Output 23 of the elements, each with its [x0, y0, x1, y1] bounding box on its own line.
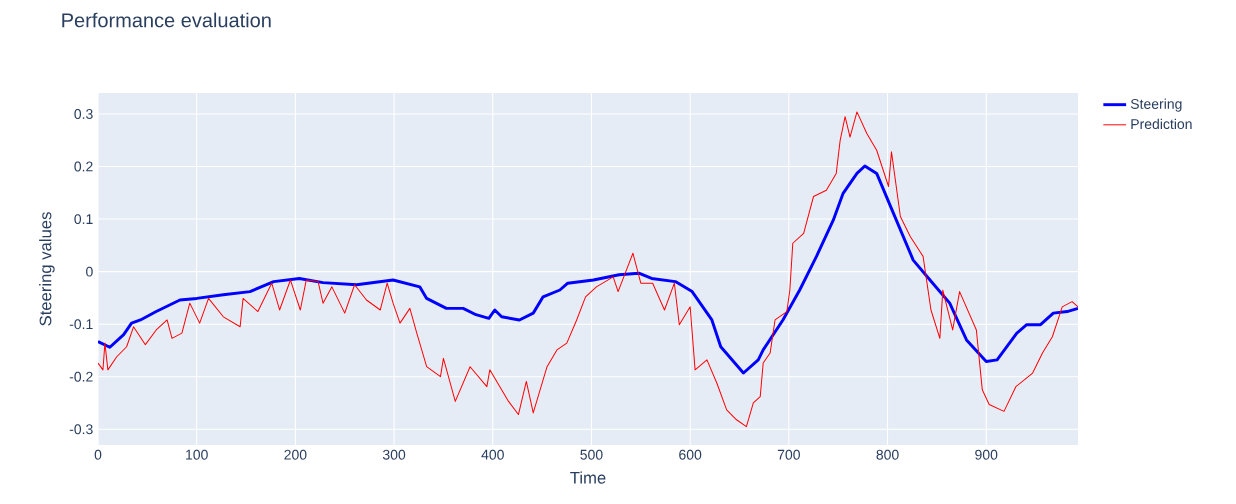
x-tick-label: 100: [186, 449, 208, 460]
x-tick-label: 300: [382, 449, 406, 460]
chart-title: Performance evaluation: [62, 12, 271, 28]
y-tick-label: 0.1: [74, 214, 93, 225]
x-tick-label: 900: [975, 449, 998, 460]
y-tick-label: -0.3: [69, 424, 93, 435]
x-tick-label: 400: [481, 449, 504, 460]
y-tick-label: -0.1: [69, 319, 93, 330]
x-axis-title: Time: [570, 471, 606, 484]
y-axis-title: Steering values: [39, 212, 55, 326]
x-tick-label: 700: [777, 449, 800, 460]
y-tick-label: 0.2: [74, 161, 93, 172]
x-tick-label: 600: [679, 449, 702, 460]
y-tick-label: 0: [86, 266, 93, 277]
y-tick-label: -0.2: [69, 371, 93, 382]
legend-label: Prediction: [1131, 118, 1192, 130]
x-tick-label: 500: [580, 449, 603, 460]
x-tick-label: 800: [876, 449, 899, 460]
y-tick-label: 0.3: [74, 109, 93, 119]
x-tick-label: 200: [284, 449, 307, 460]
legend-label: Steering: [1130, 98, 1182, 112]
x-tick-label: 0: [94, 449, 102, 460]
line-series: [98, 164, 1079, 375]
